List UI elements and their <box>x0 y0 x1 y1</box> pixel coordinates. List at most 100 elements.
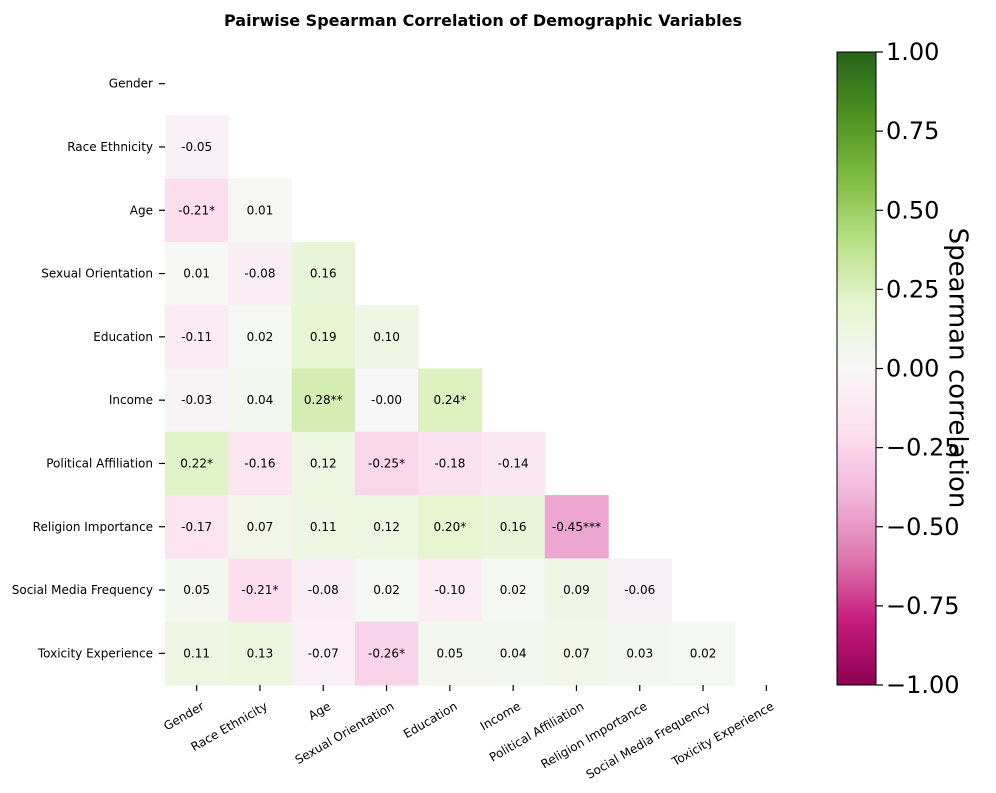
cell-value-label: 0.13 <box>247 646 274 660</box>
cell-value-label: 0.12 <box>373 520 400 534</box>
heatmap-cell <box>291 558 356 623</box>
heatmap-cell <box>671 621 736 686</box>
cell-value-label: -0.45*** <box>552 520 601 534</box>
heatmap-cell <box>544 621 609 686</box>
cell-value-label: -0.17 <box>181 520 212 534</box>
cell-value-label: 0.04 <box>500 646 527 660</box>
x-tick-label: Toxicity Experience <box>669 699 777 769</box>
heatmap-cell <box>228 621 293 686</box>
heatmap-cell <box>165 305 229 370</box>
cell-value-label: -0.16 <box>244 456 275 470</box>
colorbar-tick-label: 1.00 <box>886 38 939 66</box>
heatmap-cell <box>228 305 293 370</box>
cell-value-label: 0.07 <box>247 520 274 534</box>
colorbar-tick-label: 0.25 <box>886 275 939 303</box>
cell-value-label: 0.01 <box>247 203 274 217</box>
heatmap-cell <box>291 368 356 433</box>
cell-value-label: -0.11 <box>181 330 212 344</box>
heatmap-cell <box>418 431 483 496</box>
colorbar: 1.00 0.75 0.50 0.25 0.00 −0.25 −0.50 −0.75 −1.00… <box>836 38 973 699</box>
cell-value-label: -0.14 <box>498 456 529 470</box>
cell-value-label: -0.21* <box>241 583 278 597</box>
heatmap-cell <box>291 431 356 496</box>
x-tick-label: Gender <box>161 699 206 733</box>
heatmap-cell <box>228 178 293 243</box>
heatmap-cell <box>354 495 419 559</box>
heatmap-cell <box>228 241 293 306</box>
heatmap-cell <box>481 495 546 559</box>
cell-value-label: 0.11 <box>183 646 210 660</box>
colorbar-tick-label: −0.75 <box>886 592 960 620</box>
colorbar-tick-label: 0.75 <box>886 117 939 145</box>
cell-value-label: 0.02 <box>690 646 717 660</box>
heatmap-cell <box>481 558 546 623</box>
heatmap-cell <box>228 495 293 559</box>
heatmap-cell <box>165 558 229 623</box>
heatmap-cell <box>418 495 483 559</box>
cell-value-label: -0.08 <box>244 267 275 281</box>
heatmap-cell <box>481 431 546 496</box>
heatmap-cell <box>165 115 229 180</box>
heatmap-cell <box>544 558 609 623</box>
cell-value-label: -0.21* <box>178 203 215 217</box>
colorbar-gradient <box>836 51 877 686</box>
cell-value-label: 0.28** <box>304 393 343 407</box>
cell-value-label: -0.00 <box>371 393 402 407</box>
cell-value-label: 0.19 <box>310 330 337 344</box>
cell-value-label: -0.03 <box>181 393 212 407</box>
cell-value-label: 0.11 <box>310 520 337 534</box>
colorbar-tick-label: −0.50 <box>886 513 960 541</box>
cell-value-label: 0.09 <box>563 583 590 597</box>
heatmap-cell <box>481 621 546 686</box>
colorbar-tick-label: 0.50 <box>886 196 939 224</box>
cell-value-label: -0.18 <box>434 456 465 470</box>
heatmap-cell <box>165 178 229 243</box>
heatmap-cell <box>291 495 356 559</box>
y-tick-label: Gender <box>109 77 153 91</box>
cell-value-label: 0.24* <box>433 393 466 407</box>
heatmap-cell <box>165 621 229 686</box>
cell-value-label: 0.02 <box>247 330 274 344</box>
heatmap-cell <box>544 495 609 559</box>
heatmap-cell <box>228 368 293 433</box>
y-tick-label: Political Affiliation <box>46 456 153 470</box>
cell-value-label: -0.06 <box>624 583 655 597</box>
y-tick-label: Toxicity Experience <box>37 646 153 660</box>
cell-value-label: 0.07 <box>563 646 590 660</box>
heatmap-cell <box>354 621 419 686</box>
x-tick-label: Income <box>478 699 523 733</box>
heatmap-cell <box>291 621 356 686</box>
heatmap-cell <box>418 621 483 686</box>
heatmap-cell <box>165 495 229 559</box>
heatmap-cell <box>165 241 229 306</box>
y-tick-label: Sexual Orientation <box>41 267 153 281</box>
cell-value-label: 0.10 <box>373 330 400 344</box>
heatmap-cell <box>418 558 483 623</box>
heatmap-cell <box>228 431 293 496</box>
cell-value-label: 0.16 <box>310 267 337 281</box>
heatmap-cell <box>354 368 419 433</box>
y-tick-label: Religion Importance <box>33 520 153 534</box>
heatmap-cell <box>354 431 419 496</box>
cell-value-label: 0.22* <box>180 456 213 470</box>
cell-value-label: -0.05 <box>181 140 212 154</box>
heatmap-cell <box>291 305 356 370</box>
cell-value-label: 0.02 <box>500 583 527 597</box>
cell-value-label: -0.25* <box>368 456 405 470</box>
heatmap-cell <box>608 621 672 686</box>
heatmap-cell <box>354 558 419 623</box>
heatmap-cell <box>418 368 483 433</box>
y-tick-label: Race Ethnicity <box>67 140 153 154</box>
heatmap-cell <box>291 241 356 306</box>
cell-value-label: 0.05 <box>183 583 210 597</box>
cell-value-label: -0.26* <box>368 646 405 660</box>
cell-value-label: 0.01 <box>183 267 210 281</box>
y-tick-label: Age <box>130 203 153 217</box>
colorbar-ticks: 1.00 0.75 0.50 0.25 0.00 −0.25 −0.50 −0.75 −1.00 <box>876 38 960 699</box>
cell-value-label: 0.12 <box>310 456 337 470</box>
cell-value-label: 0.05 <box>436 646 463 660</box>
colorbar-label: Spearman correlation <box>943 228 973 509</box>
cell-value-label: 0.02 <box>373 583 400 597</box>
